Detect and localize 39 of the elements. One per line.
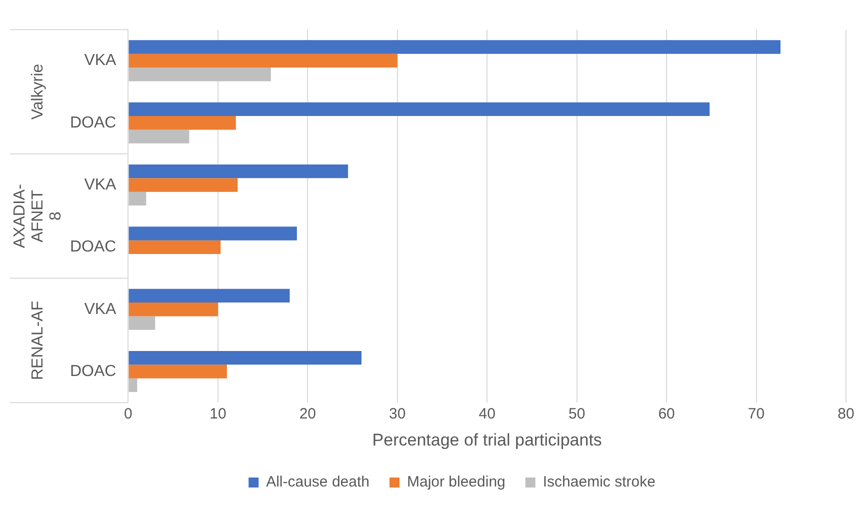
y-tick-label: DOAC <box>70 362 116 380</box>
bar <box>128 378 138 392</box>
y-tick-label: VKA <box>84 52 117 70</box>
x-tick-label: 70 <box>748 406 765 423</box>
bar <box>128 102 710 116</box>
legend-label: Ischaemic stroke <box>542 474 656 491</box>
bar <box>128 40 781 54</box>
x-axis-title: Percentage of trial participants <box>372 430 602 450</box>
bar <box>128 302 218 316</box>
y-tick-label: VKA <box>84 300 117 318</box>
x-tick-label: 60 <box>658 406 675 423</box>
x-tick-label: 30 <box>389 406 406 423</box>
bar <box>128 130 190 144</box>
bar <box>128 192 146 206</box>
x-tick-label: 80 <box>838 406 854 423</box>
x-tick-label: 0 <box>124 406 132 423</box>
legend-label: Major bleeding <box>406 474 506 491</box>
x-tick-label: 50 <box>568 406 586 423</box>
bar <box>128 54 398 68</box>
bar <box>128 364 227 378</box>
y-tick-label: VKA <box>84 176 117 194</box>
bar <box>128 164 348 178</box>
bar <box>128 288 290 303</box>
y-tick-label: DOAC <box>70 114 116 132</box>
bar <box>128 68 271 82</box>
y-tick-label: DOAC <box>70 238 116 256</box>
bar <box>128 178 238 192</box>
bar <box>128 226 297 240</box>
bar <box>128 240 221 254</box>
bar <box>128 316 156 330</box>
text: AXADIA-AFNET 8 <box>11 184 64 248</box>
bar <box>128 351 362 365</box>
x-tick-label: 20 <box>299 406 316 423</box>
bar <box>128 116 236 130</box>
x-tick-label: 10 <box>210 406 226 423</box>
legend-label: All-cause death <box>266 474 370 491</box>
text: RENAL-AF <box>29 300 46 380</box>
x-tick-label: 40 <box>478 406 496 423</box>
text: Valkyrie <box>29 64 46 120</box>
